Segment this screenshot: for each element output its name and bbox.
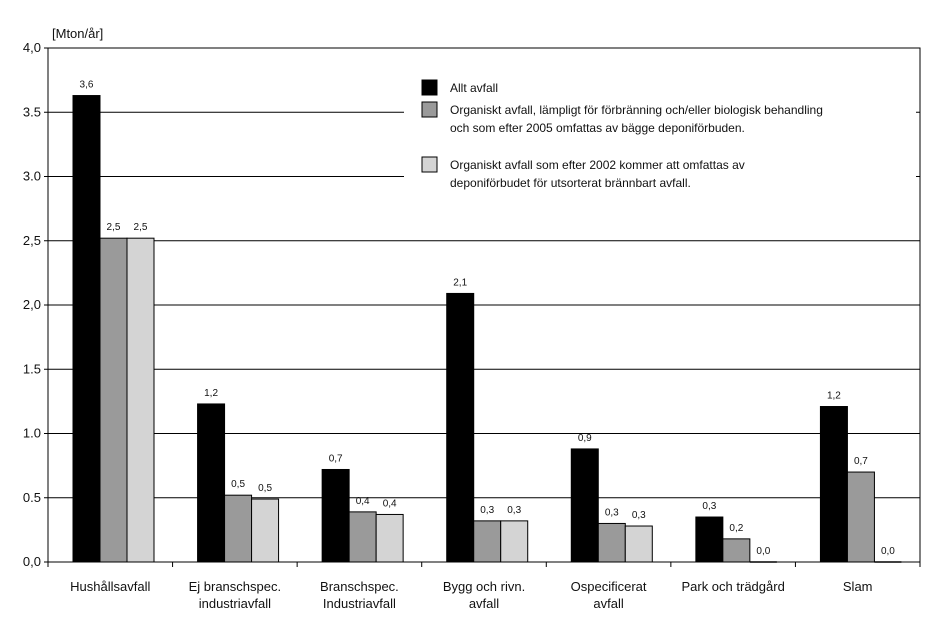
legend-swatch — [421, 79, 438, 96]
data-label: 0,3 — [507, 505, 521, 516]
y-tick-label: 0,0 — [23, 554, 41, 569]
data-label: 0,0 — [881, 546, 895, 557]
bar — [321, 468, 350, 563]
bar — [251, 498, 280, 563]
bar — [695, 516, 724, 563]
data-label: 2,5 — [107, 222, 121, 233]
data-label: 0,0 — [756, 546, 770, 557]
y-tick-label: 0.5 — [23, 490, 41, 505]
legend-swatch — [421, 156, 438, 173]
data-label: 0,3 — [480, 505, 494, 516]
data-label: 3,6 — [80, 80, 94, 91]
y-tick-label: 3.5 — [23, 104, 41, 119]
y-tick-label: 1.0 — [23, 426, 41, 441]
legend-label: Allt avfall — [450, 81, 498, 95]
legend-swatch — [421, 101, 438, 118]
category-label: Branschspec. Industriavfall — [320, 579, 399, 611]
category-label: Bygg och rivn. avfall — [443, 579, 525, 611]
data-label: 2,5 — [134, 222, 148, 233]
data-label: 1,2 — [204, 388, 218, 399]
data-label: 0,5 — [231, 479, 245, 490]
data-label: 0,3 — [632, 510, 646, 521]
bar — [473, 520, 502, 563]
category-label: Ej branschspec. industriavfall — [189, 579, 282, 611]
bar — [72, 95, 101, 563]
legend-label: Organiskt avfall, lämpligt för förbränni… — [450, 103, 823, 135]
bar — [197, 403, 226, 563]
data-label: 0,7 — [329, 453, 343, 464]
y-axis-label: [Mton/år] — [52, 26, 103, 41]
bar — [500, 520, 529, 563]
data-label: 0,3 — [702, 501, 716, 512]
category-label: Hushållsavfall — [70, 579, 150, 594]
y-tick-label: 2,0 — [23, 297, 41, 312]
category-label: Ospecificerat avfall — [571, 579, 647, 611]
bar — [846, 471, 875, 563]
y-tick-label: 4,0 — [23, 40, 41, 55]
legend-box — [404, 70, 916, 200]
y-tick-label: 3.0 — [23, 169, 41, 184]
bar — [99, 237, 128, 563]
bar — [375, 513, 404, 563]
data-label: 0,4 — [383, 498, 397, 509]
data-label: 0,2 — [729, 523, 743, 534]
bar — [819, 406, 848, 563]
bar — [224, 494, 253, 563]
data-label: 0,9 — [578, 433, 592, 444]
category-label: Park och trädgård — [681, 579, 784, 594]
bar — [348, 511, 377, 563]
bar — [624, 525, 653, 563]
bar — [446, 292, 475, 563]
data-label: 0,4 — [356, 496, 370, 507]
bar — [126, 237, 155, 563]
bar — [570, 448, 599, 563]
category-label: Slam — [843, 579, 873, 594]
data-label: 0,5 — [258, 483, 272, 494]
bar — [597, 522, 626, 563]
legend-label: Organiskt avfall som efter 2002 kommer a… — [450, 158, 745, 190]
data-label: 1,2 — [827, 391, 841, 402]
data-label: 0,3 — [605, 507, 619, 518]
y-tick-label: 2,5 — [23, 233, 41, 248]
y-tick-label: 1.5 — [23, 361, 41, 376]
data-label: 0,7 — [854, 456, 868, 467]
bar — [722, 538, 751, 563]
data-label: 2,1 — [453, 277, 467, 288]
